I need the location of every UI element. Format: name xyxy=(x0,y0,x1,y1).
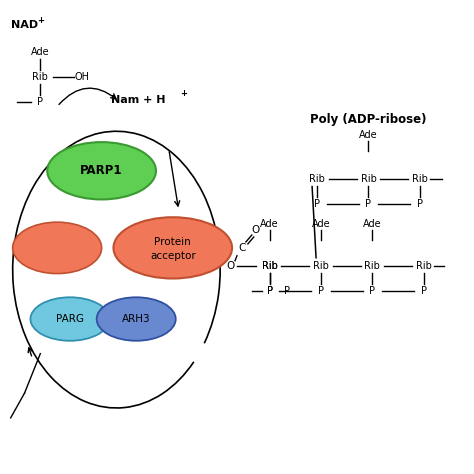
Text: ARH3: ARH3 xyxy=(122,314,151,324)
Ellipse shape xyxy=(30,297,109,341)
Ellipse shape xyxy=(97,297,176,341)
Text: PARG: PARG xyxy=(56,314,84,324)
Text: Rib: Rib xyxy=(416,261,432,271)
Text: Rib: Rib xyxy=(365,261,380,271)
Text: Rib: Rib xyxy=(262,261,278,271)
Text: PARP1: PARP1 xyxy=(81,164,123,177)
FancyArrowPatch shape xyxy=(59,88,116,104)
Text: P: P xyxy=(365,200,372,210)
Text: O: O xyxy=(226,261,234,271)
Text: Ade: Ade xyxy=(260,219,279,229)
Text: P: P xyxy=(266,286,273,296)
Text: Ade: Ade xyxy=(31,47,50,57)
Text: Rib: Rib xyxy=(309,173,325,184)
Ellipse shape xyxy=(113,217,232,279)
Text: Rib: Rib xyxy=(32,72,48,82)
Text: C: C xyxy=(238,243,246,253)
Text: Ade: Ade xyxy=(359,130,378,140)
Text: P: P xyxy=(37,97,43,107)
Text: +: + xyxy=(180,89,187,98)
Text: acceptor: acceptor xyxy=(150,251,196,261)
Text: Ade: Ade xyxy=(312,219,330,229)
Text: P: P xyxy=(266,286,273,296)
Text: Ade: Ade xyxy=(363,219,382,229)
Ellipse shape xyxy=(47,142,156,200)
Text: P: P xyxy=(421,286,427,296)
Ellipse shape xyxy=(13,222,101,273)
Text: NAD: NAD xyxy=(11,19,38,29)
Text: P: P xyxy=(318,286,324,296)
Text: P: P xyxy=(314,200,320,210)
Text: Rib: Rib xyxy=(262,261,278,271)
Text: P: P xyxy=(369,286,375,296)
Text: Rib: Rib xyxy=(361,173,376,184)
Text: O: O xyxy=(252,225,260,235)
Text: OH: OH xyxy=(74,72,89,82)
Text: Rib: Rib xyxy=(313,261,329,271)
FancyArrowPatch shape xyxy=(169,152,180,206)
Text: Poly (ADP-ribose): Poly (ADP-ribose) xyxy=(310,113,427,126)
Text: +: + xyxy=(37,16,45,25)
Text: Protein: Protein xyxy=(155,237,191,247)
Text: P: P xyxy=(417,200,423,210)
Text: Nam + H: Nam + H xyxy=(111,95,166,105)
Text: P: P xyxy=(284,286,291,296)
FancyArrowPatch shape xyxy=(28,348,32,356)
Text: Rib: Rib xyxy=(412,173,428,184)
